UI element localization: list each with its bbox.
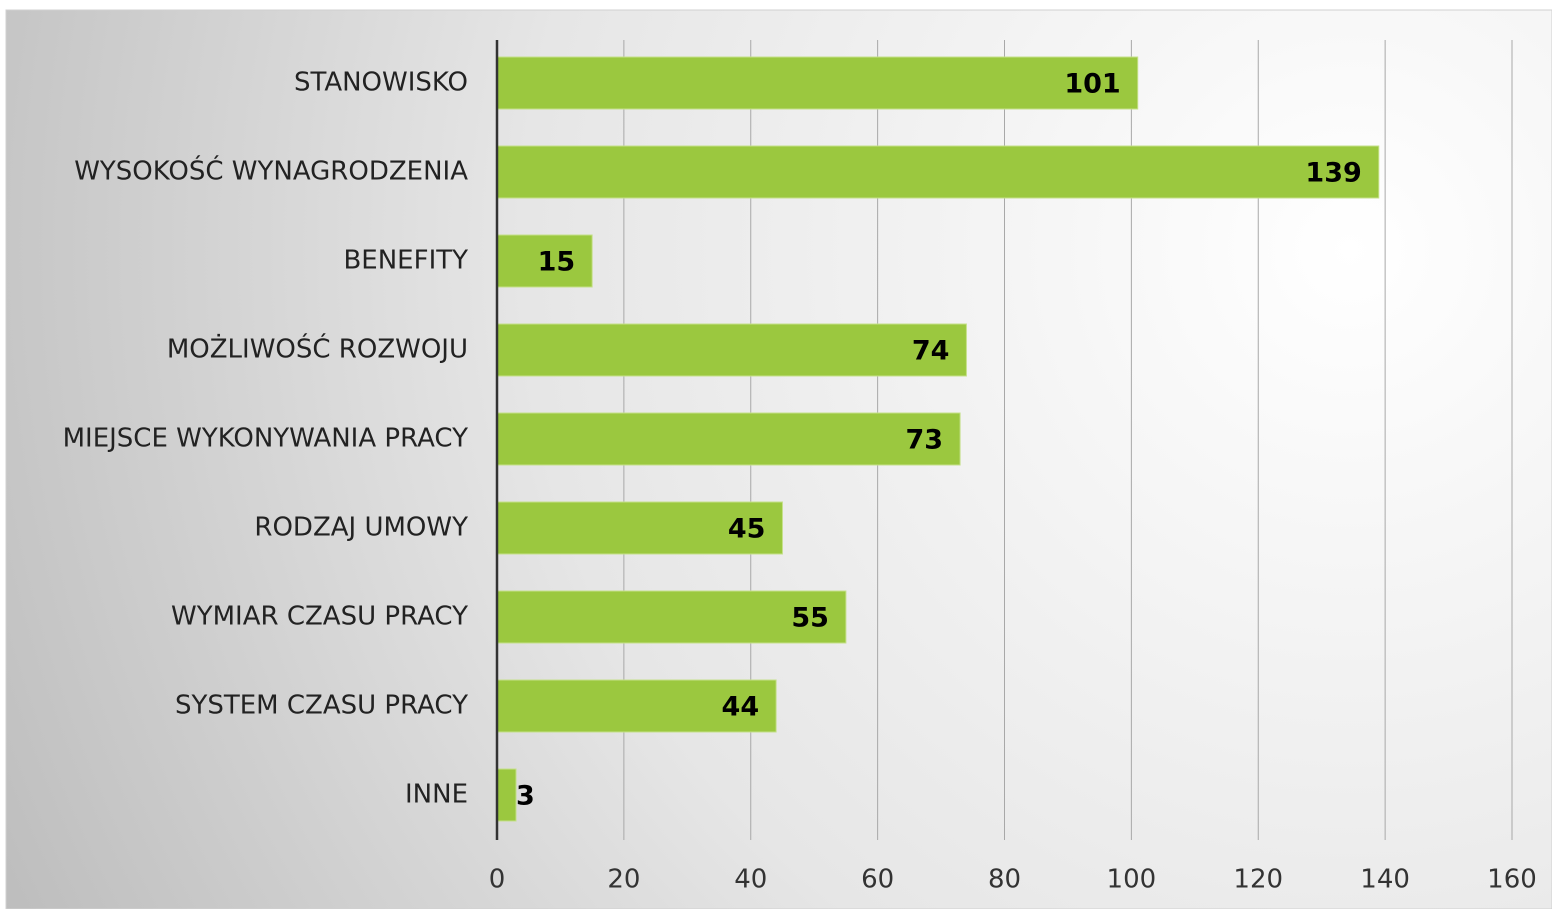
data-label: 101 (1064, 69, 1120, 100)
x-tick-label: 100 (1107, 865, 1157, 895)
y-tick-label: SYSTEM CZASU PRACY (175, 691, 468, 721)
data-label: 3 (516, 781, 535, 812)
x-tick-label: 160 (1487, 865, 1537, 895)
x-tick-label: 140 (1360, 865, 1410, 895)
data-label: 74 (912, 336, 950, 367)
data-label: 139 (1305, 158, 1361, 189)
data-label: 15 (538, 247, 576, 278)
data-label: 55 (791, 603, 829, 634)
data-label: 44 (722, 692, 760, 723)
bar (496, 323, 967, 377)
y-tick-label: MIEJSCE WYKONYWANIA PRACY (63, 424, 469, 454)
x-tick-label: 80 (988, 865, 1021, 895)
data-label: 73 (906, 425, 944, 456)
y-tick-label: RODZAJ UMOWY (254, 513, 468, 543)
bar (496, 234, 593, 288)
y-tick-label: BENEFITY (343, 246, 468, 276)
x-tick-label: 20 (607, 865, 640, 895)
y-tick-label: INNE (405, 780, 468, 810)
y-tick-label: WYMIAR CZASU PRACY (171, 602, 468, 632)
bar (496, 412, 961, 466)
y-tick-label: MOŻLIWOŚĆ ROZWOJU (167, 333, 468, 365)
x-tick-label: 0 (489, 865, 506, 895)
bar (496, 56, 1139, 110)
bar (496, 768, 517, 822)
x-tick-label: 60 (861, 865, 894, 895)
x-tick-label: 40 (734, 865, 767, 895)
y-tick-label: WYSOKOŚĆ WYNAGRODZENIA (74, 155, 468, 187)
x-tick-label: 120 (1233, 865, 1283, 895)
bar (496, 145, 1380, 199)
y-tick-label: STANOWISKO (294, 68, 468, 98)
bar (496, 501, 783, 555)
data-label: 45 (728, 514, 766, 545)
